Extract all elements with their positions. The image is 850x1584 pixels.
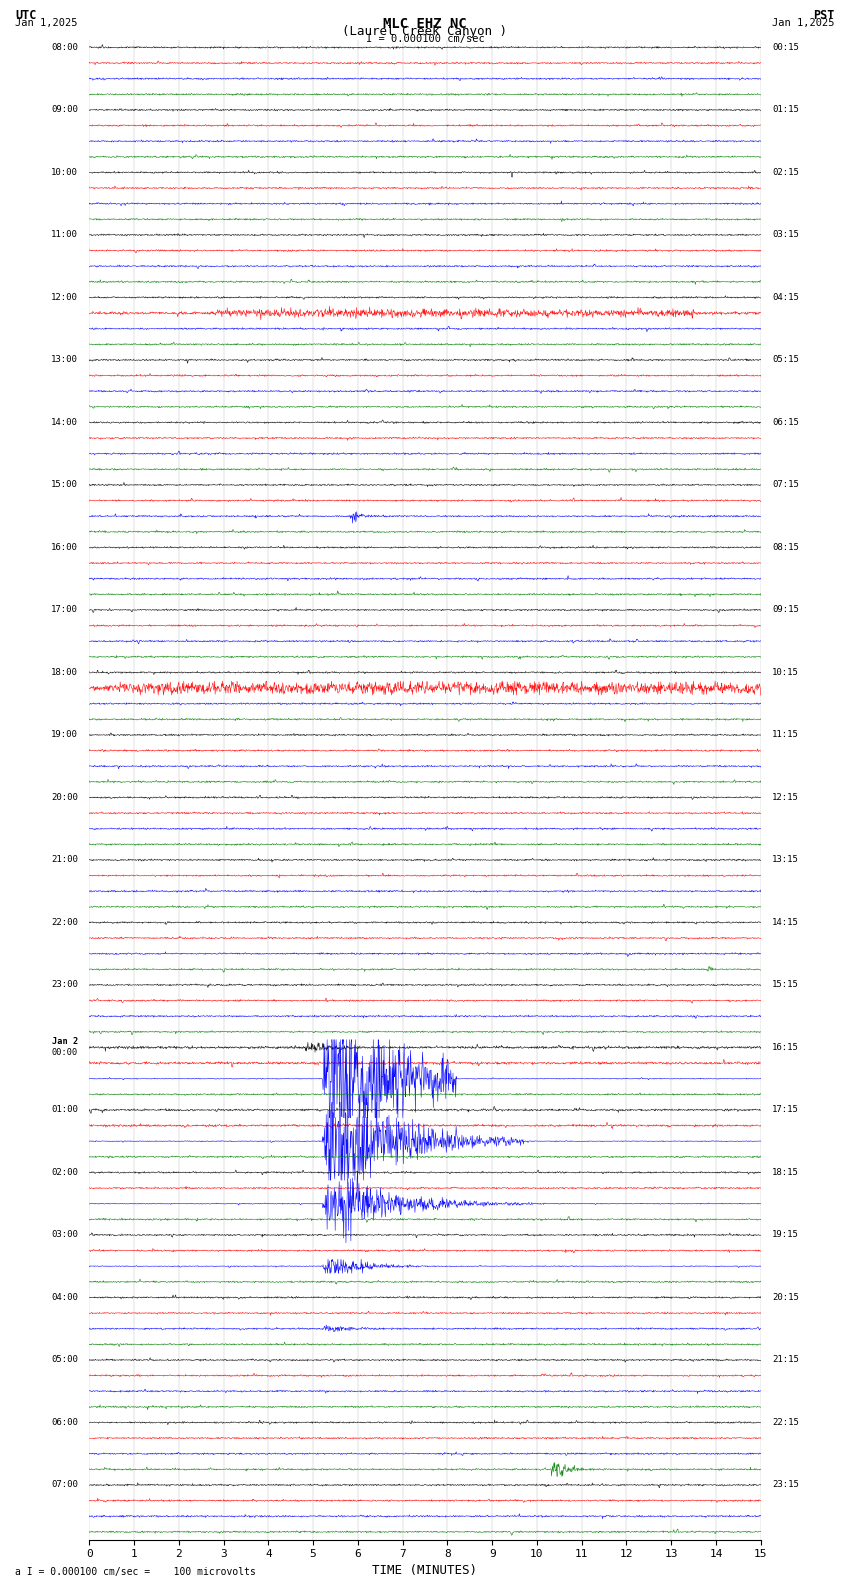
Text: MLC EHZ NC: MLC EHZ NC: [383, 16, 467, 30]
Text: Jan 1,2025: Jan 1,2025: [15, 17, 78, 29]
Text: 08:00: 08:00: [51, 43, 78, 52]
Text: 07:00: 07:00: [51, 1481, 78, 1489]
Text: 21:15: 21:15: [772, 1356, 799, 1364]
Text: 20:00: 20:00: [51, 794, 78, 802]
Text: 18:00: 18:00: [51, 668, 78, 676]
Text: 18:15: 18:15: [772, 1167, 799, 1177]
Text: 16:15: 16:15: [772, 1042, 799, 1052]
Text: 15:15: 15:15: [772, 980, 799, 990]
Text: 20:15: 20:15: [772, 1293, 799, 1302]
Text: 10:15: 10:15: [772, 668, 799, 676]
Text: 02:00: 02:00: [51, 1167, 78, 1177]
Text: 17:15: 17:15: [772, 1106, 799, 1115]
Text: PST: PST: [813, 8, 835, 22]
Text: 06:00: 06:00: [51, 1418, 78, 1427]
Text: 02:15: 02:15: [772, 168, 799, 177]
X-axis label: TIME (MINUTES): TIME (MINUTES): [372, 1563, 478, 1576]
Text: 09:15: 09:15: [772, 605, 799, 615]
Text: 11:15: 11:15: [772, 730, 799, 740]
Text: 16:00: 16:00: [51, 543, 78, 551]
Text: 21:00: 21:00: [51, 855, 78, 865]
Text: Jan 1,2025: Jan 1,2025: [772, 17, 835, 29]
Text: 03:15: 03:15: [772, 230, 799, 239]
Text: 09:00: 09:00: [51, 106, 78, 114]
Text: 23:15: 23:15: [772, 1481, 799, 1489]
Text: 15:00: 15:00: [51, 480, 78, 489]
Text: 12:15: 12:15: [772, 794, 799, 802]
Text: 13:00: 13:00: [51, 355, 78, 364]
Text: I = 0.000100 cm/sec: I = 0.000100 cm/sec: [366, 33, 484, 44]
Text: 17:00: 17:00: [51, 605, 78, 615]
Text: 19:15: 19:15: [772, 1231, 799, 1239]
Text: 08:15: 08:15: [772, 543, 799, 551]
Text: 12:00: 12:00: [51, 293, 78, 303]
Text: 00:00: 00:00: [52, 1049, 78, 1058]
Text: 07:15: 07:15: [772, 480, 799, 489]
Text: 03:00: 03:00: [51, 1231, 78, 1239]
Text: 01:15: 01:15: [772, 106, 799, 114]
Text: 22:15: 22:15: [772, 1418, 799, 1427]
Text: 11:00: 11:00: [51, 230, 78, 239]
Text: 19:00: 19:00: [51, 730, 78, 740]
Text: 00:15: 00:15: [772, 43, 799, 52]
Text: 01:00: 01:00: [51, 1106, 78, 1115]
Text: 23:00: 23:00: [51, 980, 78, 990]
Text: 10:00: 10:00: [51, 168, 78, 177]
Text: 22:00: 22:00: [51, 919, 78, 927]
Text: 14:15: 14:15: [772, 919, 799, 927]
Text: a I = 0.000100 cm/sec =    100 microvolts: a I = 0.000100 cm/sec = 100 microvolts: [15, 1567, 256, 1578]
Text: 05:00: 05:00: [51, 1356, 78, 1364]
Text: 04:00: 04:00: [51, 1293, 78, 1302]
Text: Jan 2: Jan 2: [52, 1038, 78, 1047]
Text: 13:15: 13:15: [772, 855, 799, 865]
Text: 04:15: 04:15: [772, 293, 799, 303]
Text: UTC: UTC: [15, 8, 37, 22]
Text: 05:15: 05:15: [772, 355, 799, 364]
Text: (Laurel Creek Canyon ): (Laurel Creek Canyon ): [343, 25, 507, 38]
Text: 06:15: 06:15: [772, 418, 799, 428]
Text: 14:00: 14:00: [51, 418, 78, 428]
